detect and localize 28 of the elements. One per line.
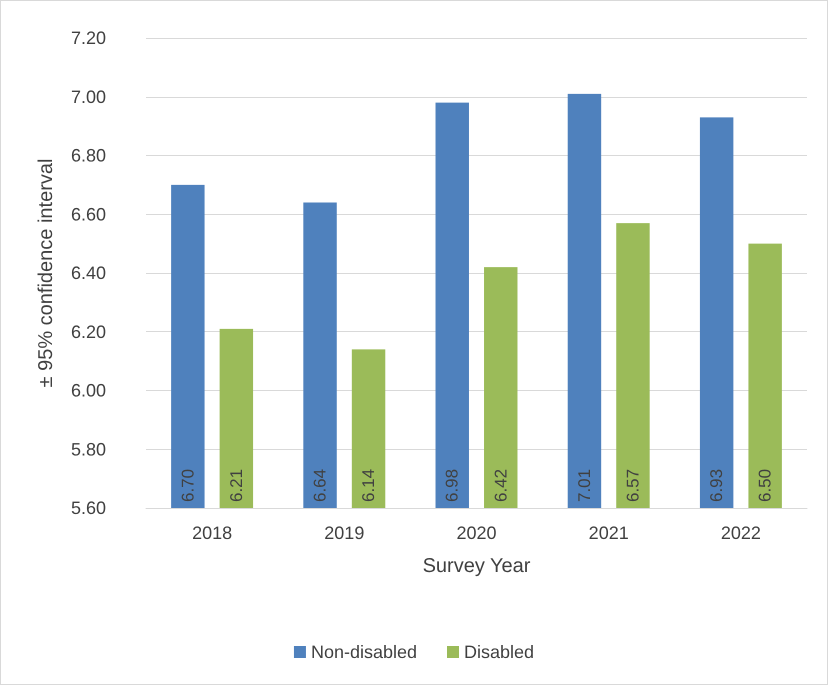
y-tick-label: 6.80 bbox=[70, 146, 106, 166]
data-label: 7.01 bbox=[574, 468, 594, 502]
data-label: 6.50 bbox=[756, 468, 775, 502]
legend-label: Non-disabled bbox=[310, 642, 418, 662]
y-tick-label: 7.00 bbox=[70, 86, 106, 107]
y-tick-label: 7.20 bbox=[70, 28, 106, 48]
x-tick-label: 2018 bbox=[192, 523, 232, 543]
y-tick-label: 6.00 bbox=[70, 380, 106, 400]
x-tick-label: 2022 bbox=[720, 523, 761, 543]
y-tick-label: 6.20 bbox=[70, 322, 106, 342]
data-label: 6.57 bbox=[623, 468, 642, 502]
data-label: 6.42 bbox=[491, 468, 510, 502]
data-label: 6.70 bbox=[178, 468, 198, 502]
data-label: 6.21 bbox=[226, 468, 246, 502]
x-tick-label: 2019 bbox=[324, 523, 364, 543]
data-label: 6.14 bbox=[359, 468, 378, 502]
y-tick-label: 5.80 bbox=[70, 439, 106, 460]
data-label: 6.98 bbox=[442, 468, 462, 502]
y-tick-label: 5.60 bbox=[70, 498, 106, 518]
data-label: 6.64 bbox=[310, 468, 330, 502]
y-tick-label: 6.40 bbox=[70, 263, 106, 283]
data-label: 6.93 bbox=[707, 468, 726, 502]
x-axis-title: Survey Year bbox=[422, 555, 531, 577]
x-tick-label: 2021 bbox=[588, 523, 629, 543]
y-axis-title: ± 95% confidence interval bbox=[35, 158, 57, 388]
x-tick-label: 2020 bbox=[456, 523, 497, 543]
y-tick-label: 6.60 bbox=[70, 204, 106, 224]
legend-label: Disabled bbox=[464, 642, 534, 662]
